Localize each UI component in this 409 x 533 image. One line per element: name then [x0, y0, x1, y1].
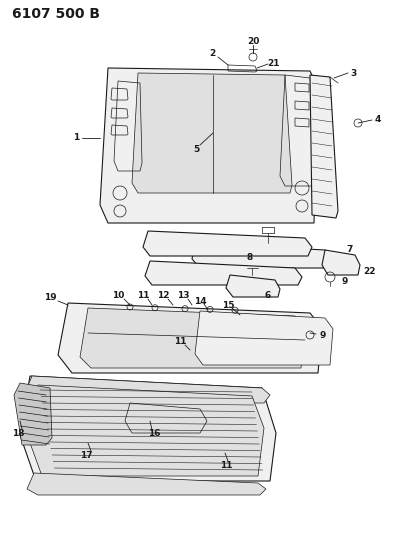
- Polygon shape: [132, 73, 291, 193]
- Text: 15: 15: [221, 301, 234, 310]
- Text: 19: 19: [44, 294, 56, 303]
- Polygon shape: [20, 376, 275, 481]
- Text: 10: 10: [112, 292, 124, 301]
- Text: 2: 2: [208, 50, 215, 59]
- Text: 13: 13: [176, 292, 189, 301]
- Text: 4: 4: [374, 116, 380, 125]
- Polygon shape: [27, 473, 265, 495]
- Polygon shape: [143, 231, 311, 256]
- Text: 8: 8: [246, 253, 252, 262]
- Text: 22: 22: [363, 266, 375, 276]
- Text: 1: 1: [73, 133, 79, 142]
- Text: 3: 3: [350, 69, 356, 77]
- Polygon shape: [58, 303, 321, 373]
- Text: 9: 9: [319, 332, 326, 341]
- Text: 6107 500 B: 6107 500 B: [12, 7, 100, 21]
- Text: 17: 17: [79, 450, 92, 459]
- Polygon shape: [80, 308, 304, 368]
- Text: 11: 11: [137, 292, 149, 301]
- Text: 7: 7: [346, 246, 352, 254]
- Polygon shape: [195, 311, 332, 365]
- Polygon shape: [321, 250, 359, 275]
- Polygon shape: [100, 68, 317, 223]
- Text: 16: 16: [148, 429, 160, 438]
- Polygon shape: [191, 243, 334, 268]
- Polygon shape: [145, 261, 301, 285]
- Text: 14: 14: [193, 296, 206, 305]
- Text: 18: 18: [12, 429, 24, 438]
- Polygon shape: [309, 75, 337, 218]
- Text: 11: 11: [173, 336, 186, 345]
- Polygon shape: [225, 275, 279, 297]
- Text: 6: 6: [264, 292, 270, 301]
- Text: 5: 5: [192, 144, 199, 154]
- Text: 11: 11: [219, 461, 231, 470]
- Text: 20: 20: [246, 36, 258, 45]
- Text: 21: 21: [267, 60, 280, 69]
- Polygon shape: [24, 376, 270, 403]
- Polygon shape: [30, 385, 263, 476]
- Text: 12: 12: [156, 292, 169, 301]
- Polygon shape: [14, 383, 52, 445]
- Text: 9: 9: [341, 277, 347, 286]
